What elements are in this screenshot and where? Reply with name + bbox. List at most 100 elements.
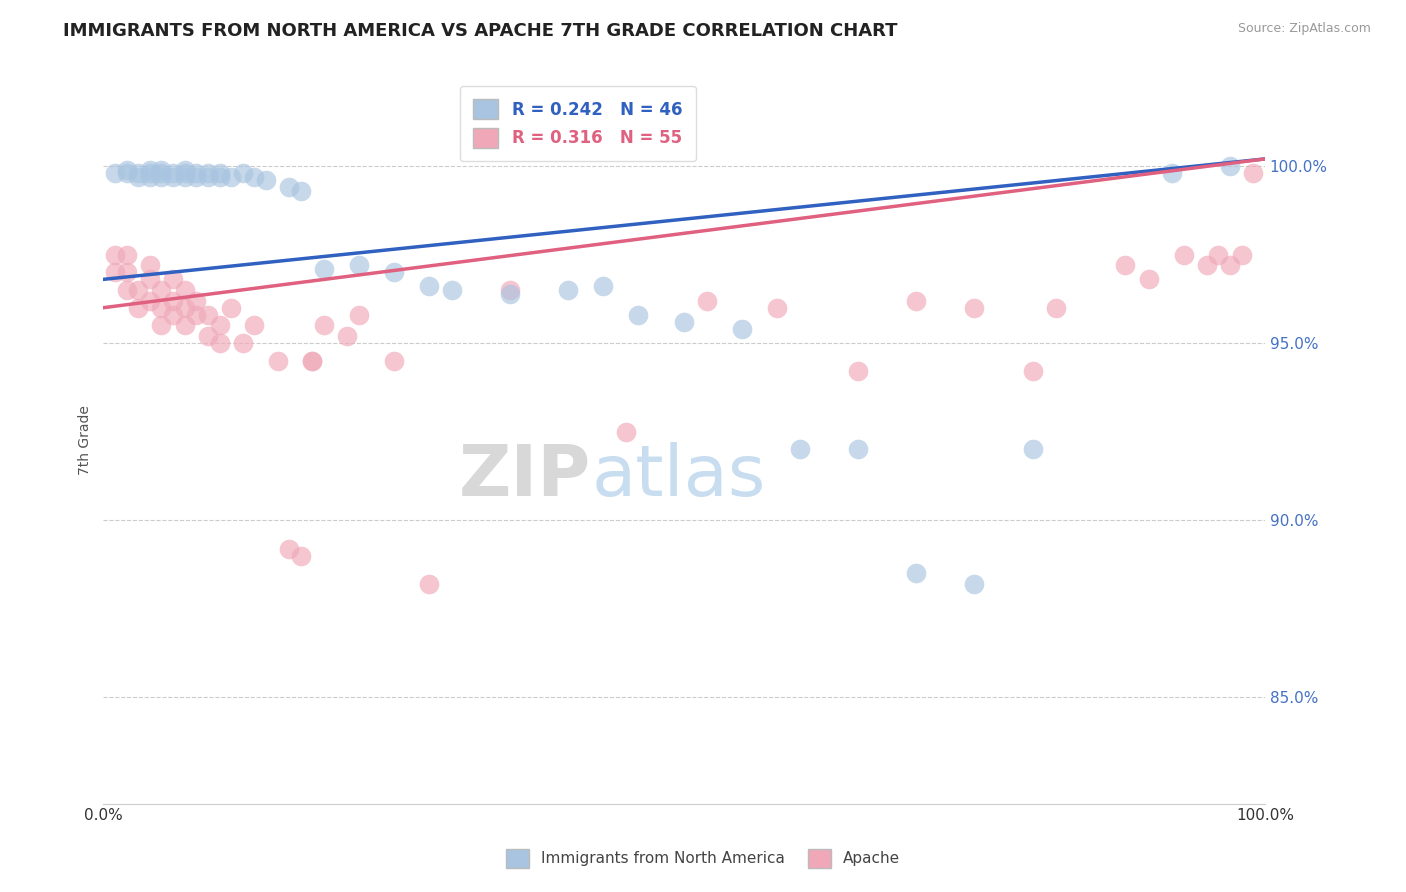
Point [197, 308, 219, 322]
Point [173, 169, 195, 184]
Point [115, 162, 138, 177]
Point [418, 279, 440, 293]
Point [336, 329, 359, 343]
Point [440, 283, 463, 297]
Point [1230, 247, 1253, 261]
Point [115, 166, 138, 180]
Point [186, 169, 208, 184]
Point [1195, 258, 1218, 272]
Point [905, 293, 928, 308]
Point [557, 283, 579, 297]
Point [266, 354, 288, 368]
Text: IMMIGRANTS FROM NORTH AMERICA VS APACHE 7TH GRADE CORRELATION CHART: IMMIGRANTS FROM NORTH AMERICA VS APACHE … [63, 22, 898, 40]
Point [104, 265, 127, 279]
Point [115, 283, 138, 297]
Point [846, 364, 869, 378]
Point [499, 286, 522, 301]
Point [150, 283, 173, 297]
Point [173, 301, 195, 315]
Point [232, 166, 254, 180]
Point [766, 301, 789, 315]
Point [162, 308, 184, 322]
Point [104, 247, 127, 261]
Legend: R = 0.242   N = 46, R = 0.316   N = 55: R = 0.242 N = 46, R = 0.316 N = 55 [460, 86, 696, 161]
Text: atlas: atlas [591, 442, 766, 511]
Point [186, 293, 208, 308]
Point [162, 169, 184, 184]
Point [382, 265, 405, 279]
Point [382, 354, 405, 368]
Point [162, 272, 184, 286]
Point [173, 283, 195, 297]
Point [208, 318, 231, 333]
Point [104, 166, 127, 180]
Point [197, 169, 219, 184]
Point [127, 301, 149, 315]
Point [1021, 442, 1043, 457]
Point [186, 308, 208, 322]
Point [846, 442, 869, 457]
Point [905, 566, 928, 581]
Point [278, 541, 301, 556]
Point [127, 283, 149, 297]
Point [290, 184, 312, 198]
Point [1241, 166, 1264, 180]
Point [208, 169, 231, 184]
Point [150, 301, 173, 315]
Point [219, 301, 242, 315]
Point [173, 318, 195, 333]
Point [150, 162, 173, 177]
Point [115, 247, 138, 261]
Point [347, 258, 370, 272]
Point [592, 279, 614, 293]
Legend: Immigrants from North America, Apache: Immigrants from North America, Apache [494, 837, 912, 880]
Text: Source: ZipAtlas.com: Source: ZipAtlas.com [1237, 22, 1371, 36]
Point [139, 293, 162, 308]
Point [127, 169, 149, 184]
Point [219, 169, 242, 184]
Point [627, 308, 650, 322]
Point [139, 272, 162, 286]
Point [243, 318, 266, 333]
Point [963, 577, 986, 591]
Point [1173, 247, 1195, 261]
Point [312, 261, 335, 276]
Point [418, 577, 440, 591]
Point [278, 180, 301, 194]
Point [731, 322, 754, 336]
Point [150, 318, 173, 333]
Point [1161, 166, 1184, 180]
Point [1114, 258, 1136, 272]
Y-axis label: 7th Grade: 7th Grade [79, 406, 93, 475]
Point [173, 166, 195, 180]
Point [1137, 272, 1160, 286]
Point [301, 354, 323, 368]
Point [290, 549, 312, 563]
Point [243, 169, 266, 184]
Point [150, 169, 173, 184]
Point [139, 169, 162, 184]
Point [499, 283, 522, 297]
Point [1219, 258, 1241, 272]
Point [789, 442, 811, 457]
Point [208, 166, 231, 180]
Point [673, 315, 696, 329]
Point [139, 166, 162, 180]
Point [139, 258, 162, 272]
Point [186, 166, 208, 180]
Point [139, 162, 162, 177]
Point [115, 265, 138, 279]
Point [1045, 301, 1067, 315]
Point [208, 336, 231, 351]
Point [312, 318, 335, 333]
Point [232, 336, 254, 351]
Point [173, 162, 195, 177]
Point [1208, 247, 1230, 261]
Point [963, 301, 986, 315]
Point [254, 173, 277, 187]
Point [614, 425, 637, 439]
Point [1219, 159, 1241, 173]
Point [197, 329, 219, 343]
Point [127, 166, 149, 180]
Point [696, 293, 718, 308]
